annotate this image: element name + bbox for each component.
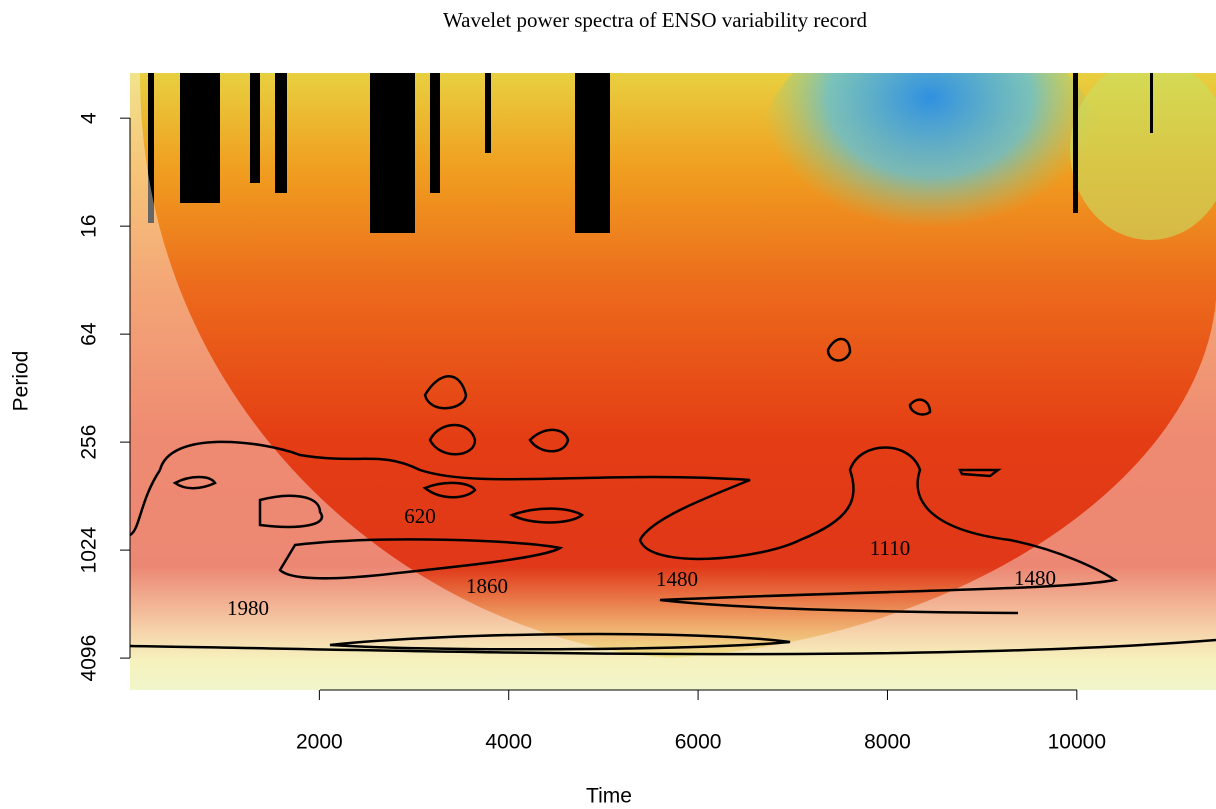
y-tick-label: 1024	[78, 526, 101, 573]
annotation: 1480	[1014, 566, 1056, 590]
annotation: 1110	[870, 536, 910, 560]
y-tick-label: 256	[78, 425, 101, 460]
x-tick-label: 10000	[1048, 731, 1106, 754]
annotation: 1480	[656, 567, 698, 591]
chart-title: Wavelet power spectra of ENSO variabilit…	[443, 8, 867, 32]
y-tick-label: 64	[78, 322, 101, 346]
x-tick-label: 8000	[864, 731, 911, 754]
heatmap	[130, 73, 1216, 690]
annotation: 620	[404, 504, 436, 528]
annotation: 1980	[227, 596, 269, 620]
y-tick-label: 4096	[78, 635, 101, 682]
x-tick-label: 2000	[296, 731, 343, 754]
y-tick-label: 4	[78, 112, 101, 124]
x-axis-label: Time	[586, 785, 632, 808]
x-tick-label: 6000	[675, 731, 722, 754]
y-tick-label: 16	[78, 214, 101, 237]
annotation: 1860	[466, 574, 508, 598]
y-axis-label: Period	[10, 351, 33, 412]
x-tick-label: 4000	[485, 731, 532, 754]
